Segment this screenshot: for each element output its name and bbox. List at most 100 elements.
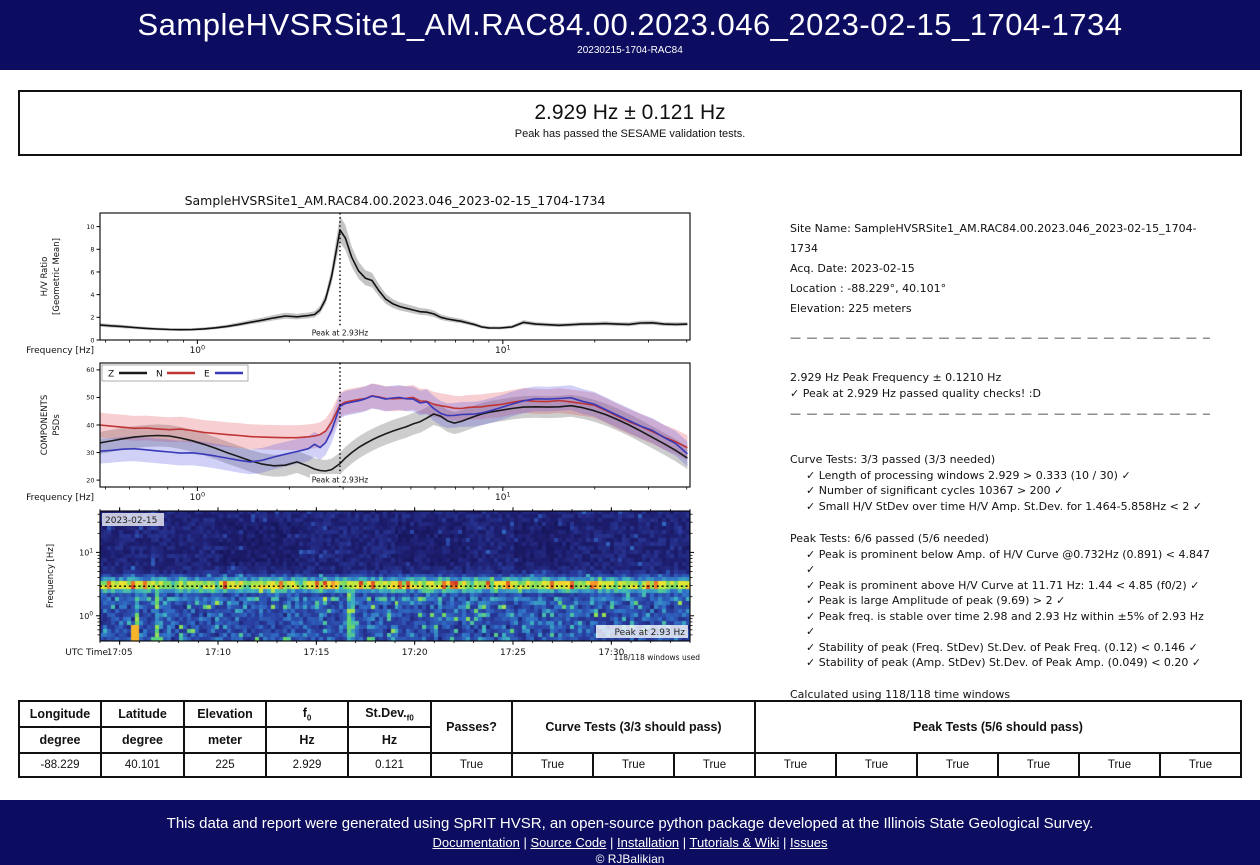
- svg-text:118/118 windows used: 118/118 windows used: [614, 653, 701, 662]
- peak-test-item: ✓ Peak is large Amplitude of peak (9.69)…: [806, 594, 1066, 607]
- svg-text:Frequency [Hz]: Frequency [Hz]: [46, 544, 56, 608]
- svg-text:Peak at 2.93 Hz: Peak at 2.93 Hz: [614, 628, 685, 638]
- elevation-line: Elevation: 225 meters: [790, 302, 912, 315]
- svg-text:101: 101: [495, 344, 511, 356]
- unit-latitude: degree: [100, 726, 185, 754]
- svg-text:E: E: [204, 370, 210, 380]
- cell-stdev: 0.121: [347, 752, 432, 778]
- report-subtitle: 20230215-1704-RAC84: [577, 45, 683, 56]
- components-psd-chart: Peak at 2.93Hz 100 101 20 30 40 50 60 COMPONENTS…: [26, 362, 691, 503]
- svg-text:60: 60: [86, 366, 94, 374]
- report-header: SampleHVSRSite1_AM.RAC84.00.2023.046_202…: [0, 0, 1260, 70]
- cell-curve-test: True: [511, 752, 594, 778]
- cell-f0: 2.929: [265, 752, 349, 778]
- svg-text:17:10: 17:10: [205, 648, 231, 658]
- cell-peak-test: True: [1078, 752, 1161, 778]
- col-f0: f0: [265, 700, 349, 728]
- cell-passes: True: [430, 752, 513, 778]
- svg-text:N: N: [156, 370, 163, 380]
- link-separator: |: [679, 835, 690, 850]
- col-passes: Passes?: [430, 700, 513, 754]
- cell-peak-test: True: [835, 752, 918, 778]
- svg-text:30: 30: [86, 449, 94, 457]
- svg-text:Frequency [Hz]: Frequency [Hz]: [26, 346, 94, 356]
- svg-text:17:15: 17:15: [303, 648, 329, 658]
- col-elevation: Elevation: [183, 700, 267, 728]
- svg-text:PSDs: PSDs: [52, 414, 62, 436]
- link-source-code[interactable]: Source Code: [530, 835, 607, 850]
- peak-test-item: ✓ Stability of peak (Freq. StDev) St.Dev…: [806, 640, 1198, 654]
- svg-text:100: 100: [190, 491, 206, 503]
- footer-credit-line: This data and report were generated usin…: [166, 815, 1094, 832]
- peak-frequency-value: 2.929 Hz ± 0.121 Hz: [534, 101, 726, 124]
- peak-result-box: 2.929 Hz ± 0.121 Hz Peak has passed the …: [18, 90, 1242, 156]
- col-group-curve-tests: Curve Tests (3/3 should pass): [511, 700, 756, 754]
- svg-text:Peak at 2.93Hz: Peak at 2.93Hz: [312, 329, 368, 338]
- spectrogram-image: [100, 511, 690, 641]
- svg-text:101: 101: [79, 548, 93, 557]
- svg-text:10: 10: [86, 223, 94, 231]
- f0-sub: 0: [306, 713, 312, 723]
- unit-f0: Hz: [265, 726, 349, 754]
- link-installation[interactable]: Installation: [617, 835, 680, 850]
- cell-peak-test: True: [997, 752, 1080, 778]
- cell-peak-test: True: [916, 752, 999, 778]
- cell-longitude: -88.229: [18, 752, 102, 778]
- link-documentation[interactable]: Documentation: [432, 835, 520, 850]
- svg-text:Frequency [Hz]: Frequency [Hz]: [26, 493, 94, 503]
- peak-test-item: ✓ Peak is prominent below Amp. of H/V Cu…: [806, 547, 1210, 577]
- separator-dashes: — — — — — — — — — — — — — — — — — — — — …: [790, 331, 1210, 344]
- col-group-peak-tests: Peak Tests (5/6 should pass): [754, 700, 1242, 754]
- svg-text:17:30: 17:30: [598, 648, 624, 658]
- table-header-row-names: Longitude Latitude Elevation f0 St.Dev.f…: [18, 700, 1242, 754]
- peak-test-item: ✓ Stability of peak (Amp. StDev) St.Dev.…: [806, 656, 1202, 669]
- cell-curve-test: True: [592, 752, 675, 778]
- curve-test-item: ✓ Number of significant cycles 10367 > 2…: [806, 484, 1064, 497]
- table-data-row: -88.229 40.101 225 2.929 0.121 True True…: [18, 752, 1242, 778]
- footer-links: Documentation | Source Code | Installati…: [0, 835, 1260, 850]
- stdev-label: St.Dev.: [365, 705, 407, 720]
- svg-text:[Geometric Mean]: [Geometric Mean]: [52, 238, 62, 315]
- peak-frequency-line: 2.929 Hz Peak Frequency ± 0.1210 Hz: [790, 371, 1002, 384]
- svg-text:100: 100: [79, 612, 93, 621]
- svg-text:17:05: 17:05: [107, 648, 133, 658]
- link-separator: |: [606, 835, 618, 850]
- separator-dashes: — — — — — — — — — — — — — — — — — — — — …: [790, 407, 1210, 420]
- cell-latitude: 40.101: [100, 752, 185, 778]
- svg-text:101: 101: [495, 491, 511, 503]
- col-latitude: Latitude: [100, 700, 185, 728]
- svg-text:100: 100: [190, 344, 206, 356]
- acq-date-line: Acq. Date: 2023-02-15: [790, 262, 915, 275]
- site-name-line: Site Name: SampleHVSRSite1_AM.RAC84.00.2…: [790, 222, 1197, 255]
- svg-text:8: 8: [90, 246, 94, 254]
- svg-text:Z: Z: [108, 370, 114, 380]
- link-separator: |: [519, 835, 531, 850]
- unit-stdev: Hz: [347, 726, 432, 754]
- unit-longitude: degree: [18, 726, 102, 754]
- results-table: Longitude Latitude Elevation f0 St.Dev.f…: [18, 700, 1242, 778]
- svg-text:17:20: 17:20: [402, 648, 428, 658]
- svg-text:6: 6: [90, 268, 94, 276]
- svg-text:2023-02-15: 2023-02-15: [105, 516, 157, 526]
- svg-text:Peak at 2.93Hz: Peak at 2.93Hz: [312, 476, 368, 485]
- svg-text:20: 20: [86, 476, 94, 484]
- quality-check-line: ✓ Peak at 2.929 Hz passed quality checks…: [790, 386, 1041, 400]
- curve-tests-heading: Curve Tests: 3/3 passed (3/3 needed): [790, 453, 996, 466]
- svg-text:50: 50: [86, 394, 94, 402]
- svg-text:17:25: 17:25: [500, 648, 526, 658]
- curve-test-item: ✓ Length of processing windows 2.929 > 0…: [806, 468, 1131, 482]
- site-info-panel: Site Name: SampleHVSRSite1_AM.RAC84.00.2…: [790, 219, 1210, 702]
- link-tutorials-wiki[interactable]: Tutorials & Wiki: [689, 835, 780, 850]
- report-footer: This data and report were generated usin…: [0, 800, 1260, 865]
- cell-peak-test: True: [754, 752, 837, 778]
- peak-test-item: ✓ Peak is prominent above H/V Curve at 1…: [806, 578, 1200, 592]
- link-issues[interactable]: Issues: [789, 835, 828, 850]
- stdev-sub: f0: [406, 713, 414, 723]
- curve-test-item: ✓ Small H/V StDev over time H/V Amp. St.…: [806, 499, 1203, 513]
- link-separator: |: [779, 835, 790, 850]
- f0-label: f: [302, 705, 307, 720]
- location-line: Location : -88.229°, 40.101°: [790, 282, 947, 295]
- svg-text:UTC Time: UTC Time: [65, 648, 108, 658]
- spectrogram-axes: 17:05 17:10 17:15 17:20 17:25 17:30 101 100 Freq…: [46, 507, 701, 662]
